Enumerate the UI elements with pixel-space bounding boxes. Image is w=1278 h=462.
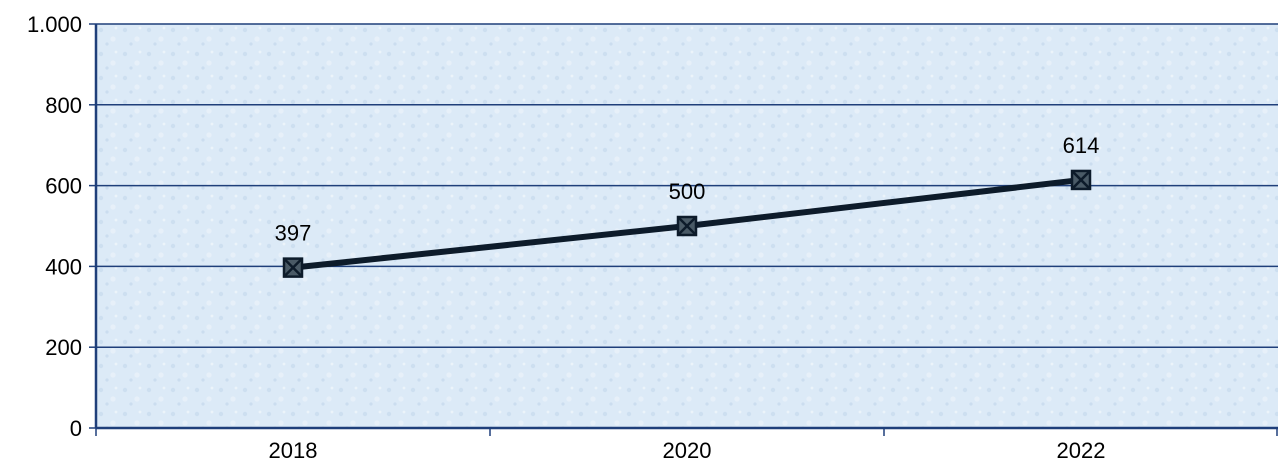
y-tick-label: 600	[45, 174, 82, 199]
y-tick-label: 0	[70, 416, 82, 441]
x-tick-label: 2022	[1057, 438, 1106, 462]
data-labels: 397 500 614	[275, 133, 1100, 246]
series-markers	[282, 169, 1092, 278]
x-tick-label: 2020	[663, 438, 712, 462]
data-label: 397	[275, 221, 312, 246]
y-tick-label: 400	[45, 254, 82, 279]
y-tick-label: 800	[45, 93, 82, 118]
data-point-marker	[282, 257, 304, 278]
y-tick-label: 200	[45, 335, 82, 360]
x-axis-ticks: 2018 2020 2022	[95, 428, 1278, 462]
axes	[94, 24, 1278, 430]
x-tick-label: 2018	[269, 438, 318, 462]
y-axis-ticks: 0 200 400 600 800 1.000	[27, 12, 96, 441]
data-label: 500	[669, 179, 706, 204]
data-point-marker	[676, 215, 698, 237]
data-point-marker	[1070, 169, 1092, 191]
y-tick-label: 1.000	[27, 12, 82, 37]
data-label: 614	[1063, 133, 1100, 158]
